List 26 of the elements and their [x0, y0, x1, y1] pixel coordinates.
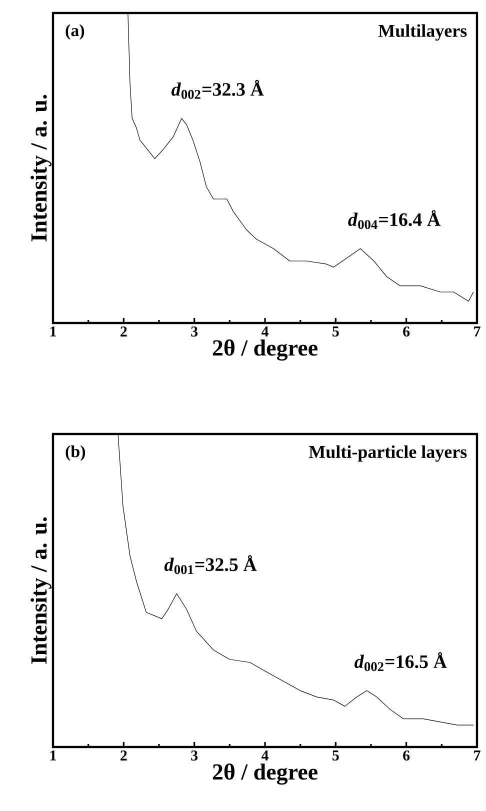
x-axis-title: 2θ / degree	[212, 339, 318, 361]
annotation: d$_{002}$=16.5 Å	[354, 652, 447, 672]
x-tick-label: 6	[403, 326, 410, 337]
x-tick-label: 3	[191, 750, 198, 761]
x-tick-label: 6	[403, 750, 410, 761]
x-tick-label: 7	[474, 326, 480, 336]
text: Multi-particle layers	[308, 445, 467, 462]
x-tick-label: 1	[50, 326, 56, 336]
x-tick-label: 2	[120, 326, 127, 336]
y-axis-title: Intensity / a. u.	[30, 517, 52, 664]
x-tick-label: 3	[191, 326, 198, 337]
text: Multilayers	[378, 24, 467, 41]
x-tick-label: 5	[332, 750, 339, 760]
x-tick-label: 7	[474, 750, 480, 760]
x-tick-label: 4	[261, 750, 268, 760]
annotation: (b)	[66, 445, 86, 461]
annotation: d$_{002}$=32.3 Å	[171, 80, 264, 99]
annotation: d$_{004}$=16.4 Å	[348, 210, 440, 230]
x-axis-title: 2θ / degree	[212, 763, 318, 785]
x-tick-label: 5	[332, 326, 339, 336]
x-tick-label: 4	[261, 326, 268, 336]
x-tick-label: 2	[120, 750, 127, 760]
y-axis-title: Intensity / a. u.	[30, 94, 52, 242]
x-tick-label: 1	[50, 750, 56, 760]
annotation: d$_{001}$=32.5 Å	[164, 555, 257, 574]
annotation: (a)	[66, 24, 84, 40]
